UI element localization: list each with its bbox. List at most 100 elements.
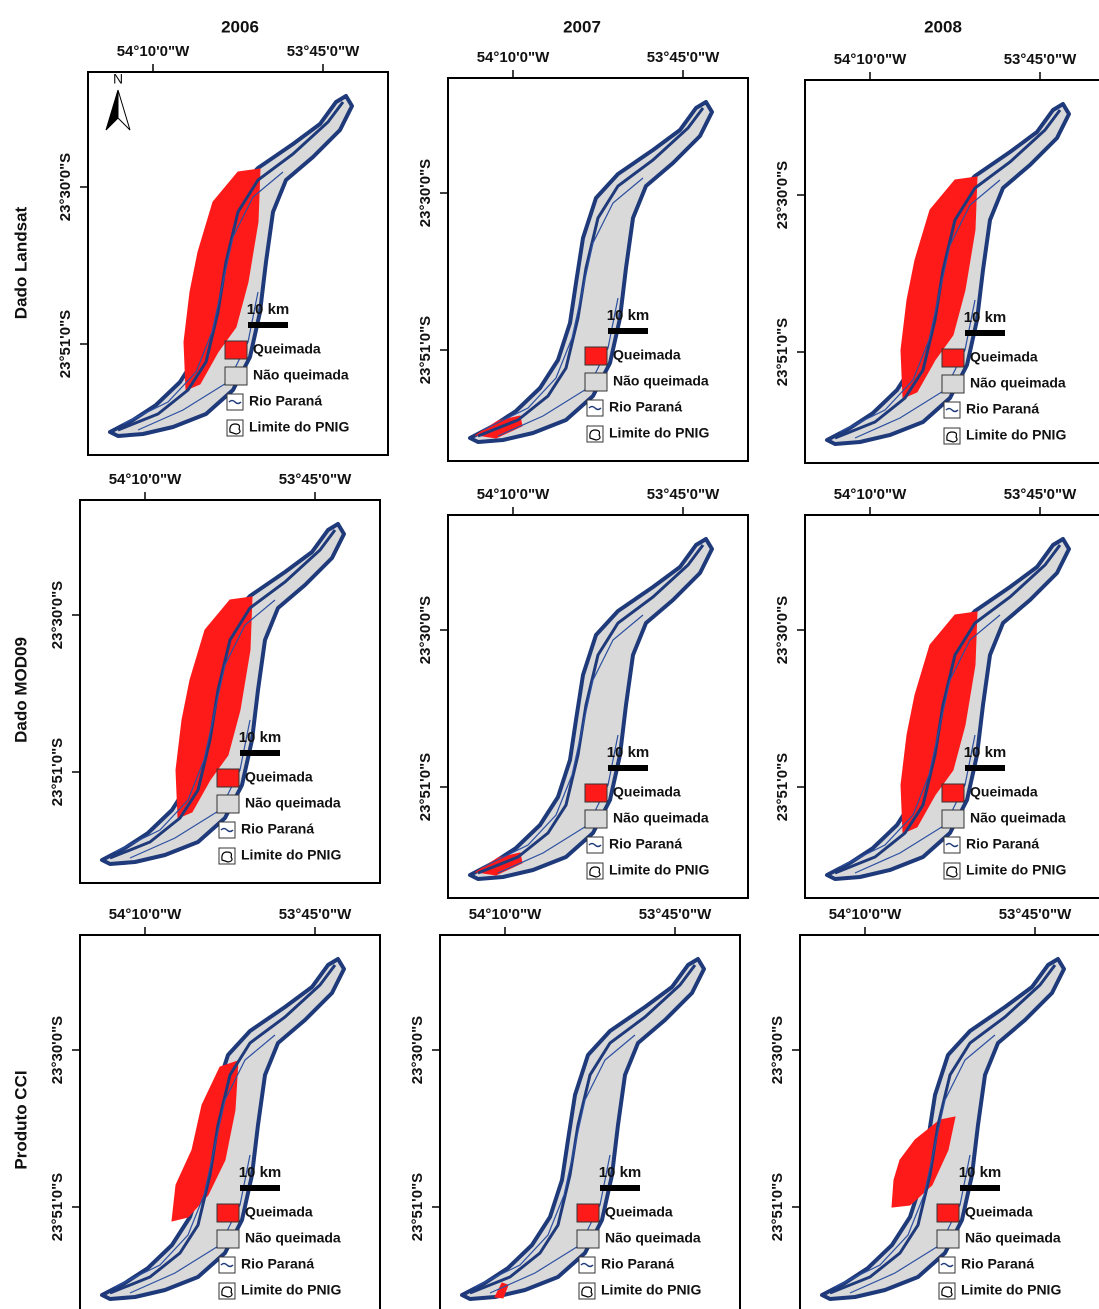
scale-bar [240,1185,280,1191]
river [839,614,1001,868]
legend-boundary-icon [221,851,233,863]
legend-swatch [941,809,965,829]
legend-river-icon [228,399,242,405]
legend-river-icon [945,407,959,413]
legend-label: Queimada [245,1204,313,1220]
legend-river-icon [940,1262,954,1268]
river [114,1034,276,1288]
legend-swatch [224,366,248,386]
lon-label: 53°45'0"W [999,906,1072,923]
river [482,614,644,868]
legend-swatch [576,1203,600,1223]
legend-swatch [584,372,608,392]
lat-label: 23°30'0"S [774,596,791,664]
legend-label: Não queimada [245,1230,341,1246]
legend-label: Limite do PNIG [249,419,349,435]
legend-boundary-icon [589,429,601,441]
map-panel: 54°10'0"W 53°45'0"W 23°30'0"S 23°51'0"S 10 k… [409,906,741,1309]
row-title: Dado MOD09 [11,637,30,743]
scale-label: 10 km [607,307,650,324]
legend-label: Limite do PNIG [241,1282,341,1298]
legend-label: Limite do PNIG [601,1282,701,1298]
legend-swatch [576,1229,600,1249]
river [829,964,1057,1295]
lat-label: 23°30'0"S [57,153,74,221]
legend-label: Limite do PNIG [966,427,1066,443]
lat-label: 23°51'0"S [417,316,434,384]
scale-label: 10 km [607,744,650,761]
lon-label: 53°45'0"W [279,471,352,488]
legend-swatch [941,783,965,803]
scale-label: 10 km [964,744,1007,761]
legend-label: Não queimada [605,1230,701,1246]
legend-boundary-icon [581,1286,593,1298]
legend-label: Rio Paraná [609,836,682,852]
scale-bar [608,328,648,334]
river [122,171,284,425]
lon-label: 53°45'0"W [647,486,720,503]
river [109,529,337,860]
lat-label: 23°51'0"S [774,318,791,386]
river [477,544,705,875]
river [114,599,276,853]
lat-label: 23°30'0"S [417,596,434,664]
river [474,1034,636,1288]
lat-label: 23°30'0"S [409,1016,426,1084]
column-title: 2007 [563,17,601,36]
legend-label: Não queimada [970,375,1066,391]
legend-river-icon [588,842,602,848]
legend-label: Queimada [613,347,681,363]
lon-label: 54°10'0"W [117,43,190,60]
legend-label: Rio Paraná [249,393,322,409]
north-label: N [113,71,123,87]
lon-label: 54°10'0"W [834,51,907,68]
lon-label: 53°45'0"W [1004,486,1077,503]
legend-label: Limite do PNIG [241,847,341,863]
legend-swatch [216,1203,240,1223]
map-panel: 54°10'0"W 53°45'0"W 23°30'0"S 23°51'0"S 10 k… [49,471,381,884]
legend-label: Limite do PNIG [609,425,709,441]
river [109,964,337,1295]
legend-label: Queimada [965,1204,1033,1220]
legend-river-icon [220,1262,234,1268]
legend-river-icon [945,842,959,848]
scale-bar [240,750,280,756]
legend-swatch [936,1203,960,1223]
legend-swatch [216,794,240,814]
lon-label: 54°10'0"W [829,906,902,923]
legend-label: Queimada [253,341,321,357]
river [834,1034,996,1288]
lon-label: 53°45'0"W [287,43,360,60]
scale-label: 10 km [239,729,282,746]
legend-swatch [224,340,248,360]
legend-label: Queimada [970,349,1038,365]
river [482,177,644,431]
lon-label: 54°10'0"W [109,471,182,488]
park-area [468,537,714,881]
park-area [468,100,714,444]
river [834,109,1062,440]
scale-bar [965,330,1005,336]
legend-river-icon [220,827,234,833]
legend-label: Rio Paraná [609,399,682,415]
legend-swatch [216,1229,240,1249]
legend-swatch [941,348,965,368]
lat-label: 23°30'0"S [769,1016,786,1084]
row-title: Produto CCI [11,1070,30,1169]
map-panel: 54°10'0"W 53°45'0"W 23°30'0"S 23°51'0"S 10 k… [49,906,381,1309]
lon-label: 53°45'0"W [647,49,720,66]
legend-boundary-icon [946,866,958,878]
column-title: 2006 [221,17,259,36]
lon-label: 54°10'0"W [477,49,550,66]
map-panel: 54°10'0"W 53°45'0"W 23°30'0"S 23°51'0"S 10 k… [417,486,749,899]
river [117,101,345,432]
lon-label: 53°45'0"W [639,906,712,923]
lon-label: 54°10'0"W [834,486,907,503]
scale-label: 10 km [959,1164,1002,1181]
scale-bar [608,765,648,771]
legend-river-icon [588,405,602,411]
lon-label: 53°45'0"W [1004,51,1077,68]
burned-area [891,1116,956,1208]
legend-label: Rio Paraná [966,401,1039,417]
legend-swatch [584,783,608,803]
